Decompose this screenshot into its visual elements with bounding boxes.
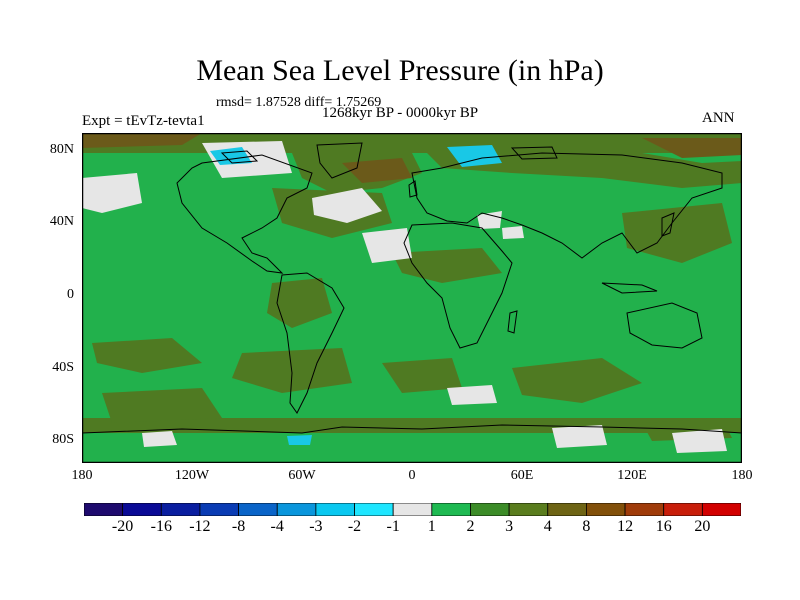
colorbar-swatch bbox=[238, 503, 278, 516]
colorbar-swatch bbox=[586, 503, 626, 516]
pressure-map bbox=[82, 133, 742, 463]
lon-label-120e: 120E bbox=[617, 468, 647, 483]
season-label: ANN bbox=[702, 110, 735, 126]
colorbar-label: -20 bbox=[111, 518, 134, 535]
colorbar-label: 16 bbox=[655, 518, 672, 535]
colorbar-label: -16 bbox=[150, 518, 172, 535]
lat-label-0: 0 bbox=[67, 287, 74, 302]
colorbar-label: 1 bbox=[427, 518, 436, 535]
experiment-label: Expt = tEvTz-tevta1 bbox=[82, 113, 205, 129]
colorbar-swatch bbox=[199, 503, 239, 516]
coastlines bbox=[82, 142, 742, 434]
colorbar-swatch bbox=[276, 503, 317, 516]
colorbar-swatch bbox=[508, 503, 549, 516]
lat-label-80s: 80S bbox=[52, 432, 74, 447]
anomaly-patches-strong bbox=[82, 133, 742, 183]
colorbar-swatch bbox=[624, 503, 665, 516]
colorbar bbox=[84, 503, 741, 516]
lon-label-180w: 180 bbox=[71, 468, 93, 483]
colorbar-swatch bbox=[470, 503, 510, 516]
colorbar-label: -2 bbox=[347, 518, 362, 535]
lon-label-180e: 180 bbox=[731, 468, 753, 483]
colorbar-label: 12 bbox=[617, 518, 634, 535]
colorbar-swatch bbox=[354, 503, 394, 516]
lat-label-40n: 40N bbox=[49, 214, 74, 229]
colorbar-label: -3 bbox=[309, 518, 323, 535]
colorbar-label: -1 bbox=[386, 518, 400, 535]
map-title: Mean Sea Level Pressure (in hPa) bbox=[196, 54, 604, 87]
lat-label-80n: 80N bbox=[49, 142, 74, 157]
colorbar-label: -8 bbox=[231, 518, 246, 535]
colorbar-swatch bbox=[392, 503, 433, 516]
colorbar-label: 20 bbox=[694, 518, 711, 535]
lon-label-60w: 60W bbox=[288, 468, 316, 483]
colorbar-swatch bbox=[547, 503, 587, 516]
colorbar-swatch bbox=[431, 503, 471, 516]
lon-label-60e: 60E bbox=[510, 468, 534, 483]
colorbar-swatch bbox=[663, 503, 703, 516]
map-frame bbox=[82, 133, 742, 463]
colorbar-labels: -20 -16 -12 -8 -4 -3 -2 -1 1 2 3 4 8 12 16 20 bbox=[84, 518, 741, 542]
colorbar-label: 4 bbox=[543, 518, 552, 535]
colorbar-label: 8 bbox=[582, 518, 591, 535]
colorbar-swatch bbox=[160, 503, 201, 516]
colorbar-swatch bbox=[84, 503, 124, 516]
lon-label-120w: 120W bbox=[174, 468, 210, 483]
colorbar-swatch bbox=[315, 503, 355, 516]
lon-label-0: 0 bbox=[408, 468, 416, 483]
colorbar-label: 2 bbox=[466, 518, 475, 535]
colorbar-label: -12 bbox=[189, 518, 211, 535]
colorbar-swatch bbox=[122, 503, 162, 516]
period-label: 1268kyr BP - 0000kyr BP bbox=[322, 105, 479, 121]
rmsd-diff-stats: rmsd= 1.87528 diff= 1.75269 bbox=[216, 95, 382, 110]
lat-label-40s: 40S bbox=[52, 360, 74, 375]
colorbar-label: 3 bbox=[505, 518, 514, 535]
colorbar-label: -4 bbox=[270, 518, 284, 535]
colorbar-swatch bbox=[701, 503, 741, 516]
